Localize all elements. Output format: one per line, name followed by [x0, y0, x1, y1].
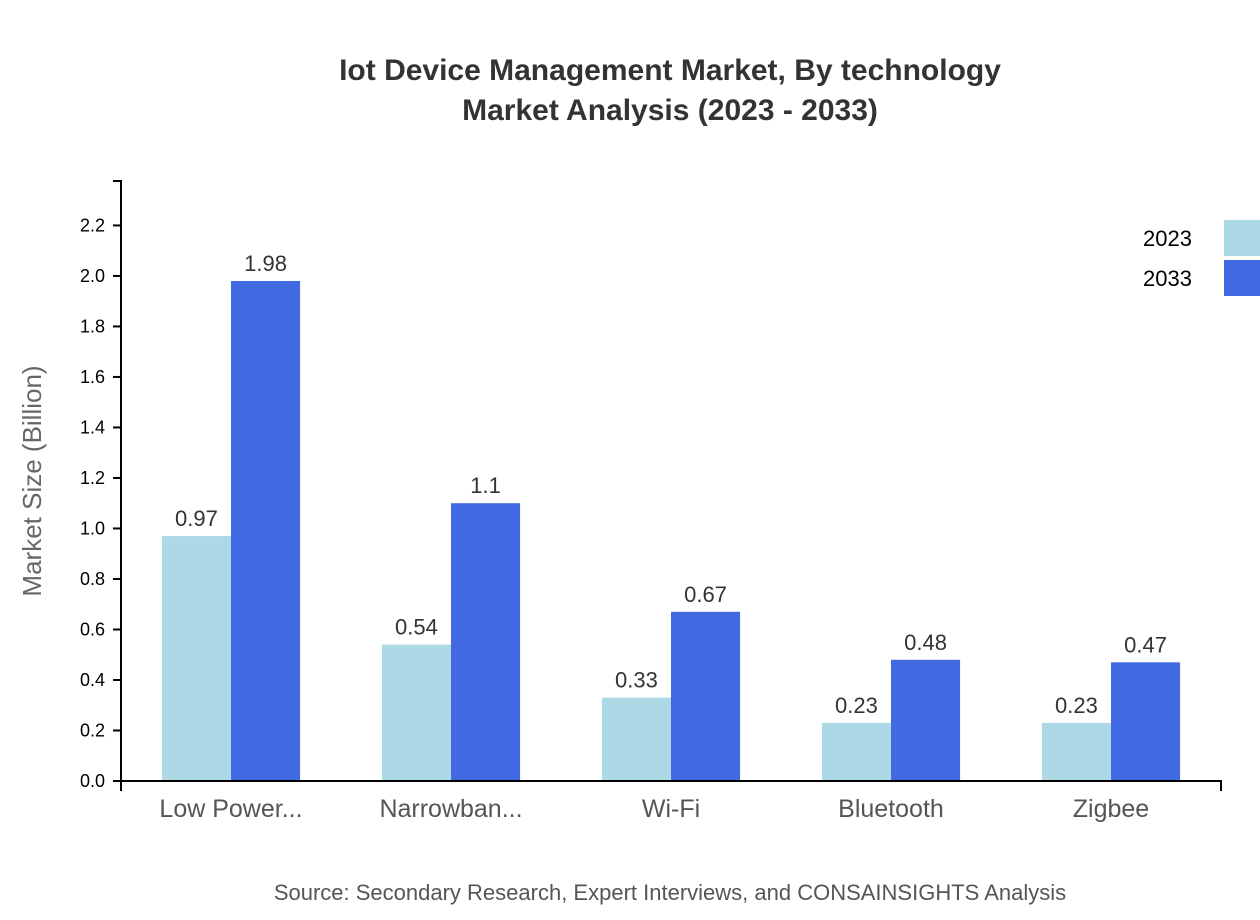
bar-2023-4 — [1041, 722, 1111, 781]
legend-swatch-2033 — [1224, 260, 1260, 296]
y-tick-label: 1.8 — [80, 316, 105, 336]
y-axis-label: Market Size (Billion) — [17, 365, 47, 596]
data-label: 0.23 — [835, 693, 878, 718]
data-label: 0.47 — [1124, 632, 1167, 657]
chart-title: Iot Device Management Market, By technol… — [339, 54, 1001, 87]
chart-subtitle: Market Analysis (2023 - 2033) — [462, 94, 878, 127]
bar-2033-2 — [671, 611, 741, 781]
bar-2023-1 — [381, 644, 451, 781]
y-tick-label: 0.8 — [80, 569, 105, 589]
y-axis-line — [113, 180, 122, 782]
x-tick-label: Low Power... — [159, 795, 302, 823]
data-label: 0.33 — [615, 668, 658, 693]
bar-2033-1 — [451, 503, 521, 781]
data-label: 1.98 — [244, 251, 287, 276]
y-tick-label: 1.4 — [80, 417, 105, 437]
bar-2023-2 — [601, 697, 671, 781]
data-label: 0.23 — [1055, 693, 1098, 718]
bar-2033-4 — [1111, 662, 1181, 781]
x-tick-label: Zigbee — [1073, 795, 1149, 823]
legend-swatch-2023 — [1224, 220, 1260, 256]
bar-2023-3 — [821, 722, 891, 781]
y-tick-label: 0.2 — [80, 720, 105, 740]
legend: 2023 2033 — [1143, 220, 1260, 296]
x-axis: Low Power... Narrowban... Wi-Fi Bluetooth Zi… — [120, 780, 1222, 823]
bar-2033-0 — [231, 281, 301, 781]
x-tick-label: Narrowban... — [379, 795, 522, 823]
y-tick-label: 0.4 — [80, 670, 105, 690]
bar-2033-3 — [891, 659, 961, 781]
source-note: Source: Secondary Research, Expert Inter… — [274, 880, 1066, 905]
bars-layer: 0.97 1.98 0.54 1.1 0.33 0.67 0.23 0.48 0.23 0.47 — [161, 251, 1181, 781]
bar-2023-0 — [161, 536, 231, 781]
legend-label: 2023 — [1143, 226, 1192, 251]
x-tick-label: Wi-Fi — [642, 795, 700, 823]
y-tick-label: 0.0 — [80, 771, 105, 791]
x-tick-label: Bluetooth — [838, 795, 944, 823]
data-label: 0.48 — [904, 630, 947, 655]
data-label: 0.54 — [395, 615, 438, 640]
y-tick-label: 0.6 — [80, 619, 105, 639]
y-tick-label: 2.2 — [80, 215, 105, 235]
y-axis: 0.0 0.2 0.4 0.6 0.8 1.0 1.2 1.4 1.6 1.8 2.0 2.2 — [80, 180, 122, 791]
y-tick-label: 1.2 — [80, 468, 105, 488]
data-label: 0.67 — [684, 582, 727, 607]
y-tick-label: 1.6 — [80, 367, 105, 387]
data-label: 1.1 — [470, 473, 501, 498]
data-label: 0.97 — [175, 506, 218, 531]
x-axis-line — [120, 780, 1222, 791]
y-tick-label: 1.0 — [80, 518, 105, 538]
y-tick-label: 2.0 — [80, 266, 105, 286]
legend-label: 2033 — [1143, 266, 1192, 291]
